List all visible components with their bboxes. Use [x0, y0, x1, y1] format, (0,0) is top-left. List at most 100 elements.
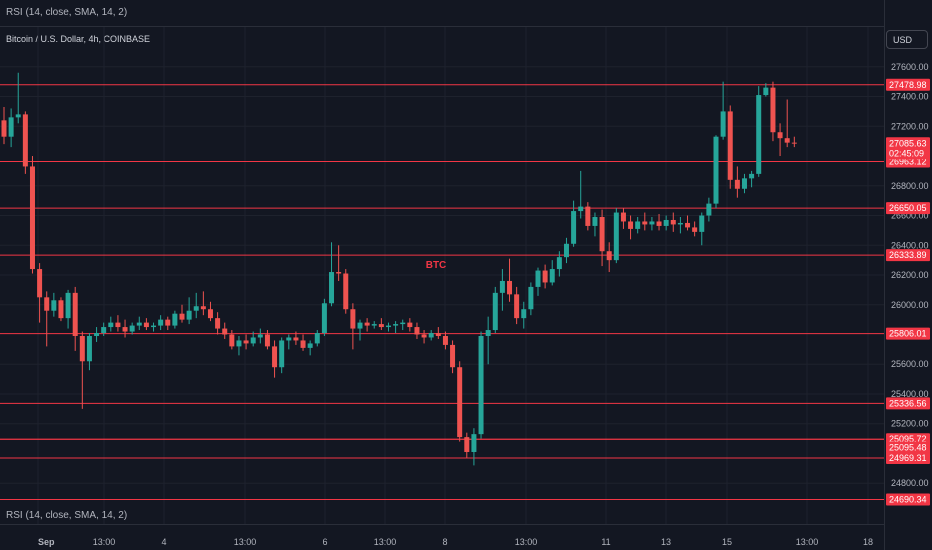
candle	[101, 322, 107, 336]
candle-body	[741, 178, 747, 189]
level-tag-text: 26650.05	[889, 203, 927, 213]
candle-body	[763, 87, 769, 96]
price-tick-label: 26600.00	[891, 211, 929, 221]
candle	[549, 260, 555, 286]
candle-body	[115, 322, 121, 328]
candle	[250, 331, 256, 347]
candle	[628, 215, 634, 240]
level-tag: 26333.89	[886, 249, 930, 262]
candle-body	[606, 251, 612, 261]
candle-body	[464, 437, 470, 452]
price-tick-label: 27200.00	[891, 121, 929, 131]
candle	[514, 286, 520, 325]
candle	[563, 237, 569, 264]
candle-body	[51, 300, 57, 311]
time-tick-label: 13:00	[795, 537, 819, 547]
candle	[286, 334, 292, 350]
candle-body	[307, 343, 313, 348]
candle-body	[250, 337, 256, 344]
candle	[86, 333, 92, 371]
chart-grid	[0, 27, 884, 524]
candle-body	[585, 206, 591, 226]
price-tick-label: 26400.00	[891, 240, 929, 250]
candle-body	[357, 322, 363, 329]
candle	[193, 292, 199, 319]
candle-body	[172, 313, 178, 326]
candle-body	[649, 221, 655, 225]
candle-body	[193, 306, 199, 311]
candle	[478, 331, 484, 439]
candle-body	[720, 111, 726, 137]
candle	[371, 321, 377, 329]
price-tick-label: 24800.00	[891, 478, 929, 488]
candle	[1, 106, 7, 145]
level-tag-text: 25806.01	[889, 329, 927, 339]
candle	[592, 212, 598, 237]
time-tick-label: 13:00	[514, 537, 538, 547]
candle-body	[37, 269, 43, 298]
candle-body	[350, 309, 356, 329]
candle	[692, 221, 698, 237]
candle-body	[151, 325, 157, 328]
time-tick-label: 13:00	[92, 537, 116, 547]
candle	[321, 298, 327, 336]
level-tag-text: 24690.34	[889, 495, 927, 505]
candle	[699, 212, 705, 246]
candle-body	[72, 292, 78, 336]
candle-body	[734, 179, 740, 189]
price-chart[interactable]: BTC 27600.00 27400.00 27200.00 26800.00 2660…	[0, 0, 932, 525]
candle-body	[44, 297, 50, 311]
candle	[158, 315, 164, 331]
level-tag: 27478.98	[886, 78, 930, 91]
candle	[791, 136, 797, 148]
candle	[151, 322, 157, 332]
candle-body	[677, 222, 683, 225]
symbol-title[interactable]: Bitcoin / U.S. Dollar, 4h, COINBASE	[6, 34, 151, 44]
candle-body	[756, 95, 762, 174]
top-indicator-label[interactable]: RSI (14, close, SMA, 14, 2)	[6, 7, 128, 18]
candle	[364, 318, 370, 332]
price-tick-label: 26800.00	[891, 181, 929, 191]
candle	[51, 292, 57, 317]
candle	[421, 330, 427, 344]
price-tick-label: 27400.00	[891, 92, 929, 102]
candle	[734, 166, 740, 198]
candle-body	[279, 340, 285, 368]
candle-body	[343, 273, 349, 310]
candle	[243, 334, 249, 350]
candle-body	[336, 272, 342, 274]
candle	[763, 83, 769, 97]
level-tag-bg	[886, 493, 930, 506]
candle	[350, 303, 356, 350]
candle-body	[450, 344, 456, 368]
candle-body	[371, 324, 377, 326]
candle-body	[620, 212, 626, 222]
candle-body	[165, 319, 171, 326]
candle-body	[770, 87, 776, 133]
candle-body	[613, 212, 619, 261]
time-axis[interactable]: 13:00 4 13:00 6 13:00 8 13:00 11 13 15 13:00 18	[0, 525, 884, 550]
currency-button[interactable]: USD	[886, 30, 928, 49]
candle-body	[229, 334, 235, 347]
price-tick-label: 25600.00	[891, 359, 929, 369]
candle-body	[222, 328, 228, 335]
level-tag: 26650.05	[886, 202, 930, 215]
pane-separator[interactable]	[0, 26, 884, 27]
level-tag: 24690.34	[886, 493, 930, 506]
candle	[464, 432, 470, 458]
candle	[599, 209, 605, 267]
candle	[272, 340, 278, 378]
candle-body	[400, 322, 406, 325]
candle-body	[727, 111, 733, 180]
bottom-indicator-label[interactable]: RSI (14, close, SMA, 14, 2)	[6, 510, 128, 521]
level-tag: 24969.31	[886, 452, 930, 465]
price-tick-label: 25200.00	[891, 419, 929, 429]
candle	[200, 291, 206, 316]
time-tick-label: 13:00	[373, 537, 397, 547]
candle	[37, 263, 43, 323]
candle	[343, 269, 349, 314]
candle-body	[521, 309, 527, 319]
candle	[129, 322, 135, 335]
current-price-text: 27085.63	[889, 138, 927, 148]
price-tick-label: 26000.00	[891, 300, 929, 310]
